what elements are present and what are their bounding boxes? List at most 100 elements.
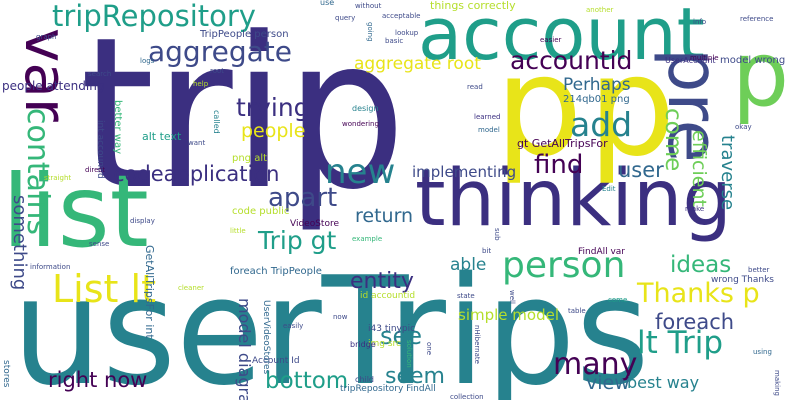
word-list-lt: List lt xyxy=(52,267,156,311)
word-sense: sense xyxy=(89,240,110,248)
word-implementing: implementing xyxy=(412,163,517,181)
word-called: called xyxy=(212,110,221,134)
word-accountid: accountid xyxy=(510,46,633,75)
word-logs: logs xyxy=(140,57,155,65)
word-acceptable: acceptable xyxy=(382,12,421,20)
word-aggregate: aggregate xyxy=(148,35,292,68)
word-best-way: best way xyxy=(627,373,700,392)
word-thinking: thinking xyxy=(415,154,732,244)
word-alt-text: alt text xyxy=(142,130,182,143)
word-videostore: VideoStore xyxy=(290,219,340,229)
word-come-small: come xyxy=(608,296,628,304)
word-reference: reference xyxy=(740,15,774,23)
word-things-correctly: things correctly xyxy=(430,0,516,12)
word-aggregate-root: aggregate root xyxy=(354,54,481,74)
word-seem: seem xyxy=(385,364,445,389)
word-going: going xyxy=(366,22,374,42)
word-user: user xyxy=(618,158,664,182)
word-p-3: p xyxy=(732,22,790,127)
word-multiple: multiple xyxy=(690,54,719,62)
word-table: table xyxy=(568,307,586,315)
word-bridge: bridge xyxy=(350,340,376,349)
word-easily: easily xyxy=(283,322,304,330)
word-view: view xyxy=(586,372,630,394)
word-collection: collection xyxy=(450,393,484,400)
word-triprepository: tripRepository xyxy=(52,0,256,33)
word-solution: solution xyxy=(405,340,413,368)
word-learned: learned xyxy=(474,113,501,121)
word-useraccount: UserAccount xyxy=(665,56,716,65)
word-trying: trying xyxy=(236,93,310,122)
word-another: another xyxy=(586,6,614,14)
word-basic: basic xyxy=(385,37,404,45)
word-person: person xyxy=(502,245,626,286)
word-root: root xyxy=(210,67,225,75)
word-stores: stores xyxy=(1,360,11,388)
word-trippeople-person: TripPeople person xyxy=(200,29,289,40)
word-codeapplication: codeapplication xyxy=(113,162,280,186)
word-214qb01-png: 214qb01 png xyxy=(563,94,630,105)
word-traverse: traverse xyxy=(717,135,738,211)
word-help: help xyxy=(193,80,209,88)
word-straight: straight xyxy=(44,174,72,182)
word-usertrips: userTrips xyxy=(12,245,650,400)
word-simple-model: simple model xyxy=(458,306,559,324)
word-example: example xyxy=(352,235,383,243)
word-well: well xyxy=(508,290,516,304)
word-right-now: right now xyxy=(48,368,148,392)
word-img-src: img src xyxy=(368,339,401,349)
word-state: state xyxy=(457,292,475,300)
word-make: make xyxy=(685,205,705,213)
word-wondering: wondering xyxy=(342,120,379,128)
word-people-attending: people attending xyxy=(2,79,105,93)
word-perhaps: Perhaps xyxy=(563,75,631,95)
word-better: better xyxy=(748,266,770,274)
word-bottom: bottom xyxy=(265,368,349,394)
word-child: child xyxy=(355,375,374,384)
word-display: display xyxy=(130,217,155,225)
word-come: come xyxy=(660,108,686,172)
word-query: query xyxy=(335,14,356,22)
word-code-public: code public xyxy=(232,206,290,217)
word-return: return xyxy=(355,205,414,227)
word-p-1: p xyxy=(495,26,583,187)
word-trip: trip xyxy=(80,0,407,236)
word-getalltripsfor-int: GetAllTripsFor int xyxy=(143,245,156,339)
word-list: list xyxy=(2,153,149,270)
word-find: find xyxy=(534,150,584,180)
word-direct: direct xyxy=(85,166,106,174)
word-uservideostores: UserVideoStores xyxy=(261,300,271,375)
word-now: now xyxy=(333,313,348,321)
word-want: want xyxy=(188,139,206,147)
word-something: something xyxy=(9,195,30,291)
word-trip-gt: Trip gt xyxy=(258,226,337,255)
word-okay: okay xyxy=(735,123,752,131)
word-foreach-trippeople: foreach TripPeople xyxy=(230,266,322,277)
word-account: account xyxy=(418,0,705,76)
word-ideas: ideas xyxy=(670,252,732,278)
word-little: little xyxy=(230,227,246,235)
word-graph: graph xyxy=(36,33,57,41)
word-bit: bit xyxy=(482,247,492,255)
word-account-id: Account Id xyxy=(252,356,300,366)
word-entity: entity xyxy=(350,269,414,294)
word-lookup: lookup xyxy=(395,29,419,37)
word-id-accountid: id accountid xyxy=(360,291,416,301)
word-better-way: better way xyxy=(112,100,123,155)
word-model-diagram: model diagram xyxy=(235,298,254,400)
word-edit: Edit xyxy=(602,185,616,193)
word-model: model xyxy=(478,126,500,134)
word-easier: easier xyxy=(540,36,562,44)
word-efficient: efficient xyxy=(688,130,710,207)
word-many: many xyxy=(553,347,638,382)
word-png-alt: png alt xyxy=(232,153,268,164)
word-nhibernate: nHibernate xyxy=(473,325,481,364)
word-add: add xyxy=(570,105,633,144)
word-search: search xyxy=(88,70,112,78)
word-using: using xyxy=(753,348,772,356)
word-triprepository-findall: tripRepository FindAll xyxy=(340,384,436,394)
word-read: read xyxy=(467,83,483,91)
word-thanks-p: Thanks p xyxy=(637,278,760,309)
word-without: without xyxy=(355,2,382,10)
word-one: one xyxy=(425,342,433,356)
